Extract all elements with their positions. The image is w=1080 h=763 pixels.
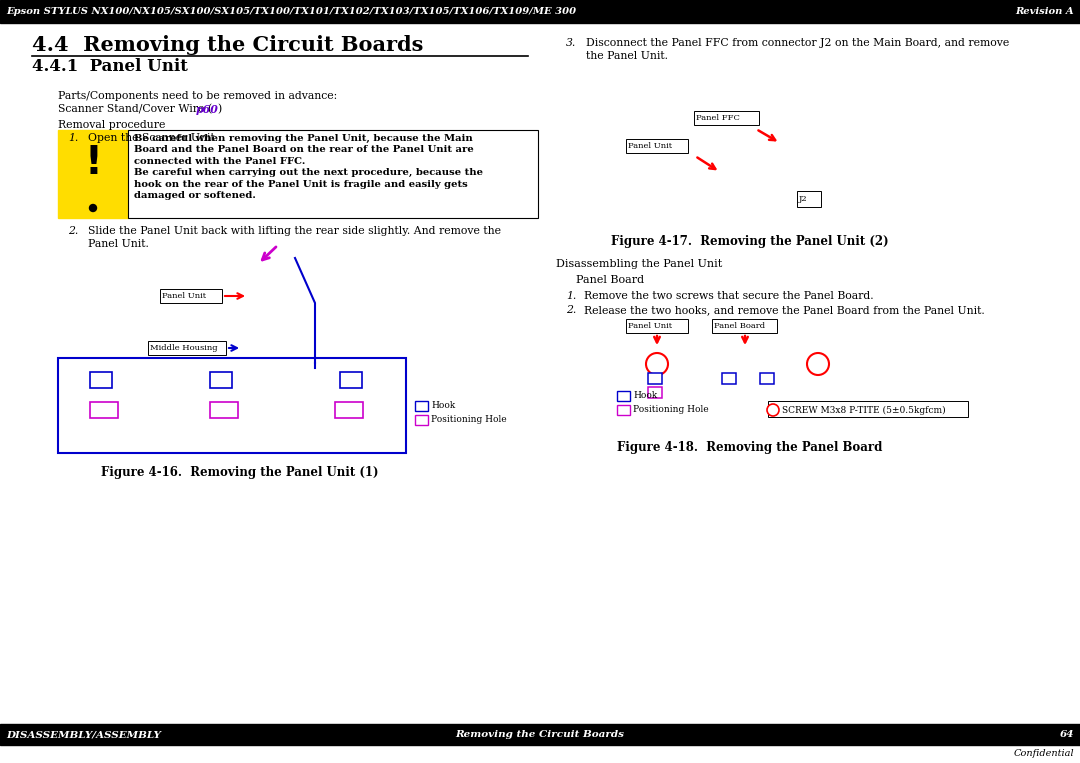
Text: Positioning Hole: Positioning Hole	[431, 416, 507, 424]
Text: Disconnect the Panel FFC from connector J2 on the Main Board, and remove: Disconnect the Panel FFC from connector …	[586, 38, 1009, 48]
Bar	[210, 402, 238, 418]
Bar	[626, 319, 688, 333]
Bar	[617, 391, 630, 401]
Bar	[694, 111, 759, 125]
Text: 2.: 2.	[68, 226, 79, 236]
Text: Disassembling the Panel Unit: Disassembling the Panel Unit	[556, 259, 723, 269]
Text: Figure 4-16.  Removing the Panel Unit (1): Figure 4-16. Removing the Panel Unit (1)	[102, 466, 379, 479]
Text: Removal procedure: Removal procedure	[58, 120, 165, 130]
Text: Remove the two screws that secure the Panel Board.: Remove the two screws that secure the Pa…	[584, 291, 874, 301]
Bar	[90, 372, 112, 388]
Bar	[768, 401, 968, 417]
Text: the Panel Unit.: the Panel Unit.	[586, 51, 669, 61]
Bar	[148, 341, 226, 355]
Text: 4.4.1  Panel Unit: 4.4.1 Panel Unit	[32, 58, 188, 75]
Text: !: !	[84, 144, 102, 182]
Bar	[58, 358, 406, 453]
Bar	[797, 191, 821, 207]
Bar	[760, 373, 774, 384]
Bar	[340, 372, 362, 388]
Text: Panel Board: Panel Board	[576, 275, 644, 285]
Text: Panel Unit.: Panel Unit.	[87, 239, 149, 249]
Bar	[90, 402, 118, 418]
Text: Hook: Hook	[431, 401, 456, 410]
Bar	[0, 0, 1080, 23]
Text: Release the two hooks, and remove the Panel Board from the Panel Unit.: Release the two hooks, and remove the Pa…	[584, 305, 985, 315]
Circle shape	[90, 204, 96, 211]
Text: 64: 64	[1059, 730, 1074, 739]
Bar	[160, 289, 222, 303]
Text: Middle Housing: Middle Housing	[150, 344, 218, 352]
Circle shape	[767, 404, 779, 416]
Text: Confidential: Confidential	[1013, 749, 1074, 758]
Text: Removing the Circuit Boards: Removing the Circuit Boards	[456, 730, 624, 739]
Text: Slide the Panel Unit back with lifting the rear side slightly. And remove the: Slide the Panel Unit back with lifting t…	[87, 226, 501, 236]
Bar	[335, 402, 363, 418]
Text: Panel Unit: Panel Unit	[627, 322, 672, 330]
Text: Open the Scanner Unit.: Open the Scanner Unit.	[87, 133, 218, 143]
Text: J2: J2	[799, 195, 808, 203]
Text: 2.: 2.	[566, 305, 577, 315]
Text: ): )	[217, 104, 221, 114]
Bar	[415, 401, 428, 411]
Text: Figure 4-18.  Removing the Panel Board: Figure 4-18. Removing the Panel Board	[618, 441, 882, 454]
Text: Epson STYLUS NX100/NX105/SX100/SX105/TX100/TX101/TX102/TX103/TX105/TX106/TX109/M: Epson STYLUS NX100/NX105/SX100/SX105/TX1…	[6, 7, 576, 16]
Text: 4.4  Removing the Circuit Boards: 4.4 Removing the Circuit Boards	[32, 35, 423, 55]
Bar	[723, 373, 735, 384]
Text: Revision A: Revision A	[1015, 7, 1074, 16]
Text: Scanner Stand/Cover Wire (: Scanner Stand/Cover Wire (	[58, 104, 213, 114]
Text: Be careful when removing the Panel Unit, because the Main
Board and the Panel Bo: Be careful when removing the Panel Unit,…	[134, 134, 483, 200]
Text: Figure 4-17.  Removing the Panel Unit (2): Figure 4-17. Removing the Panel Unit (2)	[611, 235, 889, 248]
Bar	[648, 387, 662, 398]
Text: p60: p60	[195, 104, 219, 115]
Text: 3.: 3.	[566, 38, 577, 48]
Bar	[58, 130, 129, 218]
Bar	[617, 405, 630, 415]
Text: Panel Unit: Panel Unit	[162, 292, 206, 300]
Bar	[626, 139, 688, 153]
Bar	[0, 724, 1080, 745]
Circle shape	[807, 353, 829, 375]
Text: 1.: 1.	[68, 133, 79, 143]
Bar	[210, 372, 232, 388]
Text: DISASSEMBLY/ASSEMBLY: DISASSEMBLY/ASSEMBLY	[6, 730, 161, 739]
Text: Panel Unit: Panel Unit	[627, 142, 672, 150]
Bar	[648, 373, 662, 384]
Text: Parts/Components need to be removed in advance:: Parts/Components need to be removed in a…	[58, 91, 337, 101]
Bar	[415, 415, 428, 425]
Text: SCREW M3x8 P-TITE (5±0.5kgfcm): SCREW M3x8 P-TITE (5±0.5kgfcm)	[782, 405, 946, 414]
Bar	[712, 319, 777, 333]
Text: Panel Board: Panel Board	[714, 322, 765, 330]
Text: Positioning Hole: Positioning Hole	[633, 405, 708, 414]
Text: Panel FFC: Panel FFC	[696, 114, 740, 122]
Circle shape	[646, 353, 669, 375]
Bar	[129, 130, 538, 218]
Text: 1.: 1.	[566, 291, 577, 301]
Text: Hook: Hook	[633, 391, 658, 401]
